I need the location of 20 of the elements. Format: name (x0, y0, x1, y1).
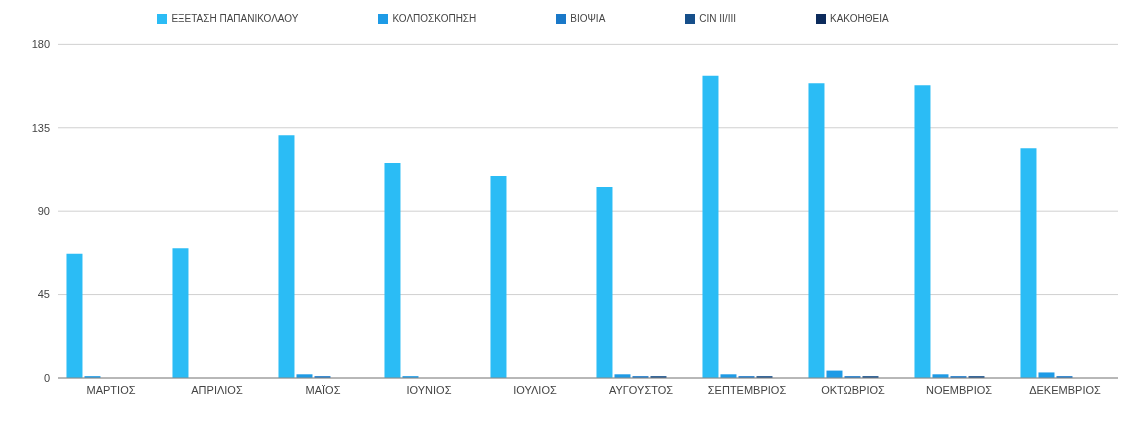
y-tick-label: 0 (43, 371, 50, 384)
x-tick-label: ΙΟΥΛΙΟΣ (513, 383, 557, 396)
x-tick-label: ΜΑΪΟΣ (305, 383, 341, 396)
x-tick-label: ΜΑΡΤΙΟΣ (86, 383, 136, 396)
x-tick-label: ΔΕΚΕΜΒΡΙΟΣ (1029, 383, 1101, 396)
y-tick-label: 135 (31, 121, 50, 134)
legend-label: ΒΙΟΨΙΑ (570, 13, 606, 24)
x-tick-label: ΟΚΤΩΒΡΙΟΣ (821, 383, 886, 396)
x-tick-label: ΣΕΠΤΕΜΒΡΙΟΣ (707, 383, 787, 396)
y-tick-label: 180 (31, 38, 50, 51)
legend-label: ΕΞΕΤΑΣΗ ΠΑΠΑΝΙΚΟΛΑΟΥ (171, 13, 299, 24)
legend-label: ΚΑΚΟΗΘΕΙΑ (829, 13, 889, 24)
legend-label: CIN II/III (699, 13, 736, 24)
x-tick-label: ΙΟΥΝΙΟΣ (406, 383, 452, 396)
x-tick-label: ΑΥΓΟΥΣΤΟΣ (608, 383, 674, 396)
x-tick-label: ΑΠΡΙΛΙΟΣ (191, 383, 243, 396)
y-tick-label: 45 (37, 288, 50, 301)
x-tick-label: ΝΟΕΜΒΡΙΟΣ (925, 383, 993, 396)
legend-label: ΚΟΛΠΟΣΚΟΠΗΣΗ (392, 13, 477, 24)
y-tick-label: 90 (37, 205, 50, 218)
